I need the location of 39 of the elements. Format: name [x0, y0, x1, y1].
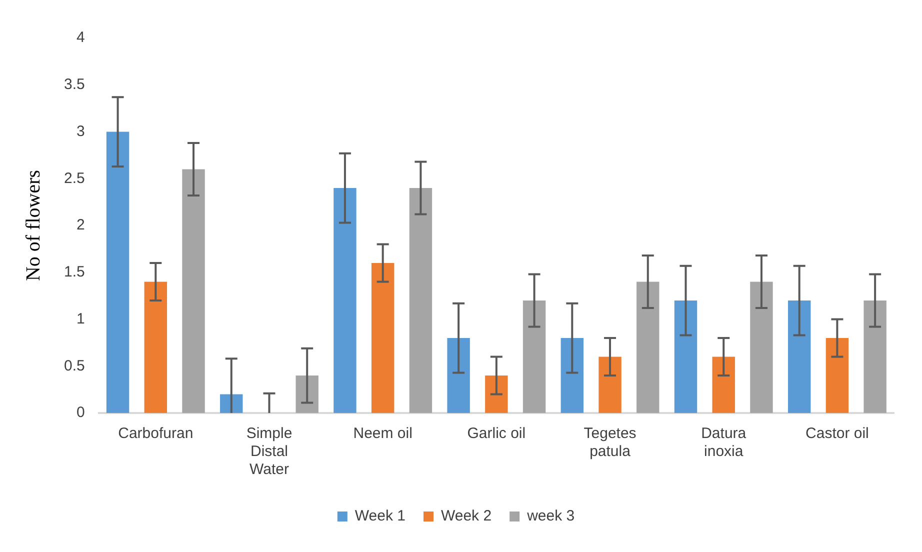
x-tick-label: Castor oil: [806, 425, 869, 442]
y-axis-title: No of flowers: [22, 170, 44, 282]
bar: [182, 169, 205, 413]
y-tick-label: 3.5: [64, 76, 85, 94]
bar: [485, 376, 508, 413]
y-tick-label: 0.5: [64, 357, 85, 374]
bar: [674, 300, 698, 413]
x-tick-label: Datura inoxia: [701, 425, 747, 460]
bar: [144, 282, 168, 413]
x-tick-label: Carbofuran: [118, 425, 194, 442]
bar: [522, 300, 546, 413]
bar: [106, 132, 130, 413]
y-tick-label: 4: [76, 29, 85, 46]
bar: [712, 356, 735, 413]
bar: [371, 263, 394, 413]
y-tick-label: 2: [76, 216, 85, 234]
x-tick-label: Simple Distal Water: [246, 425, 292, 478]
y-tick-label: 0: [76, 404, 85, 422]
x-tick-label: Neem oil: [353, 425, 412, 442]
bar: [334, 188, 356, 413]
legend-label: Week 2: [440, 508, 492, 525]
legend-label: week 3: [526, 508, 575, 525]
bar: [788, 300, 811, 413]
bar: [750, 282, 773, 413]
x-tick-label: Garlic oil: [467, 425, 526, 442]
bar: [296, 376, 318, 413]
legend-label: Week 1: [354, 508, 406, 525]
y-tick-label: 3: [76, 122, 85, 140]
y-tick-label: 2.5: [64, 170, 85, 187]
x-tick-label: Tegetes patula: [584, 425, 636, 460]
bar: [864, 300, 886, 413]
bar: [409, 188, 432, 413]
bar: [636, 282, 660, 413]
bar: [447, 338, 470, 413]
y-tick-label: 1: [76, 310, 85, 328]
y-tick-label: 1.5: [64, 264, 85, 281]
bar: [598, 356, 622, 413]
bar: [560, 338, 584, 413]
bar: [826, 338, 849, 413]
